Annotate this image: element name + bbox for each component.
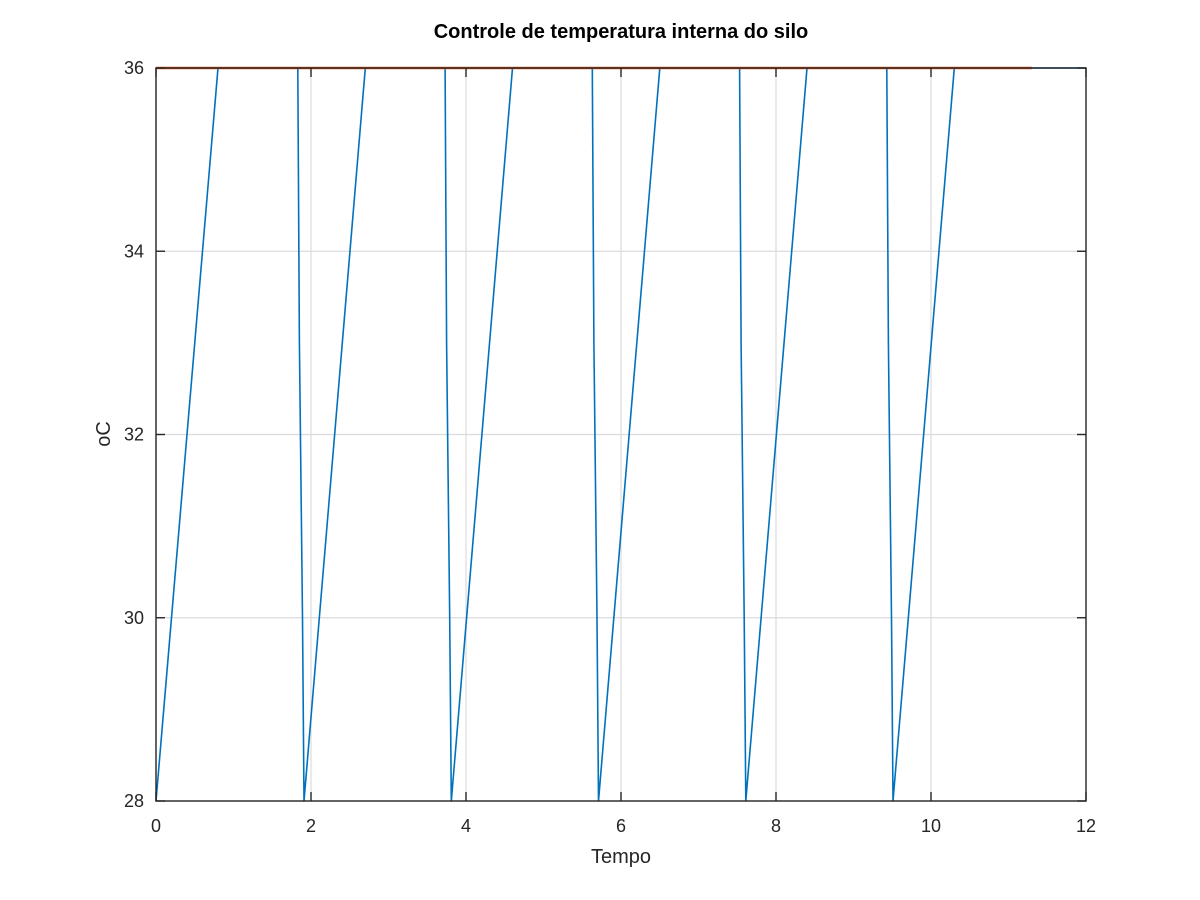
x-tick-label: 2	[306, 816, 316, 836]
y-tick-label: 36	[124, 58, 144, 78]
y-tick-labels: 28 30 32 34 36	[124, 58, 144, 811]
y-tick-label: 30	[124, 608, 144, 628]
y-axis-label: oC	[93, 421, 115, 447]
x-tick-label: 4	[461, 816, 471, 836]
series-line-1	[155, 67, 1086, 802]
chart-title: Controle de temperatura interna do silo	[434, 21, 809, 43]
x-tick-label: 10	[921, 816, 941, 836]
x-tick-labels: 0 2 4 6 8 10 12	[151, 816, 1096, 836]
x-tick-label: 6	[616, 816, 626, 836]
y-tick-label: 34	[124, 241, 144, 261]
x-tick-label: 12	[1076, 816, 1096, 836]
ticks	[155, 67, 1087, 802]
x-axis-label: Tempo	[591, 846, 651, 868]
x-tick-label: 8	[771, 816, 781, 836]
y-tick-label: 32	[124, 425, 144, 445]
y-tick-label: 28	[124, 791, 144, 811]
x-tick-label: 0	[151, 816, 161, 836]
